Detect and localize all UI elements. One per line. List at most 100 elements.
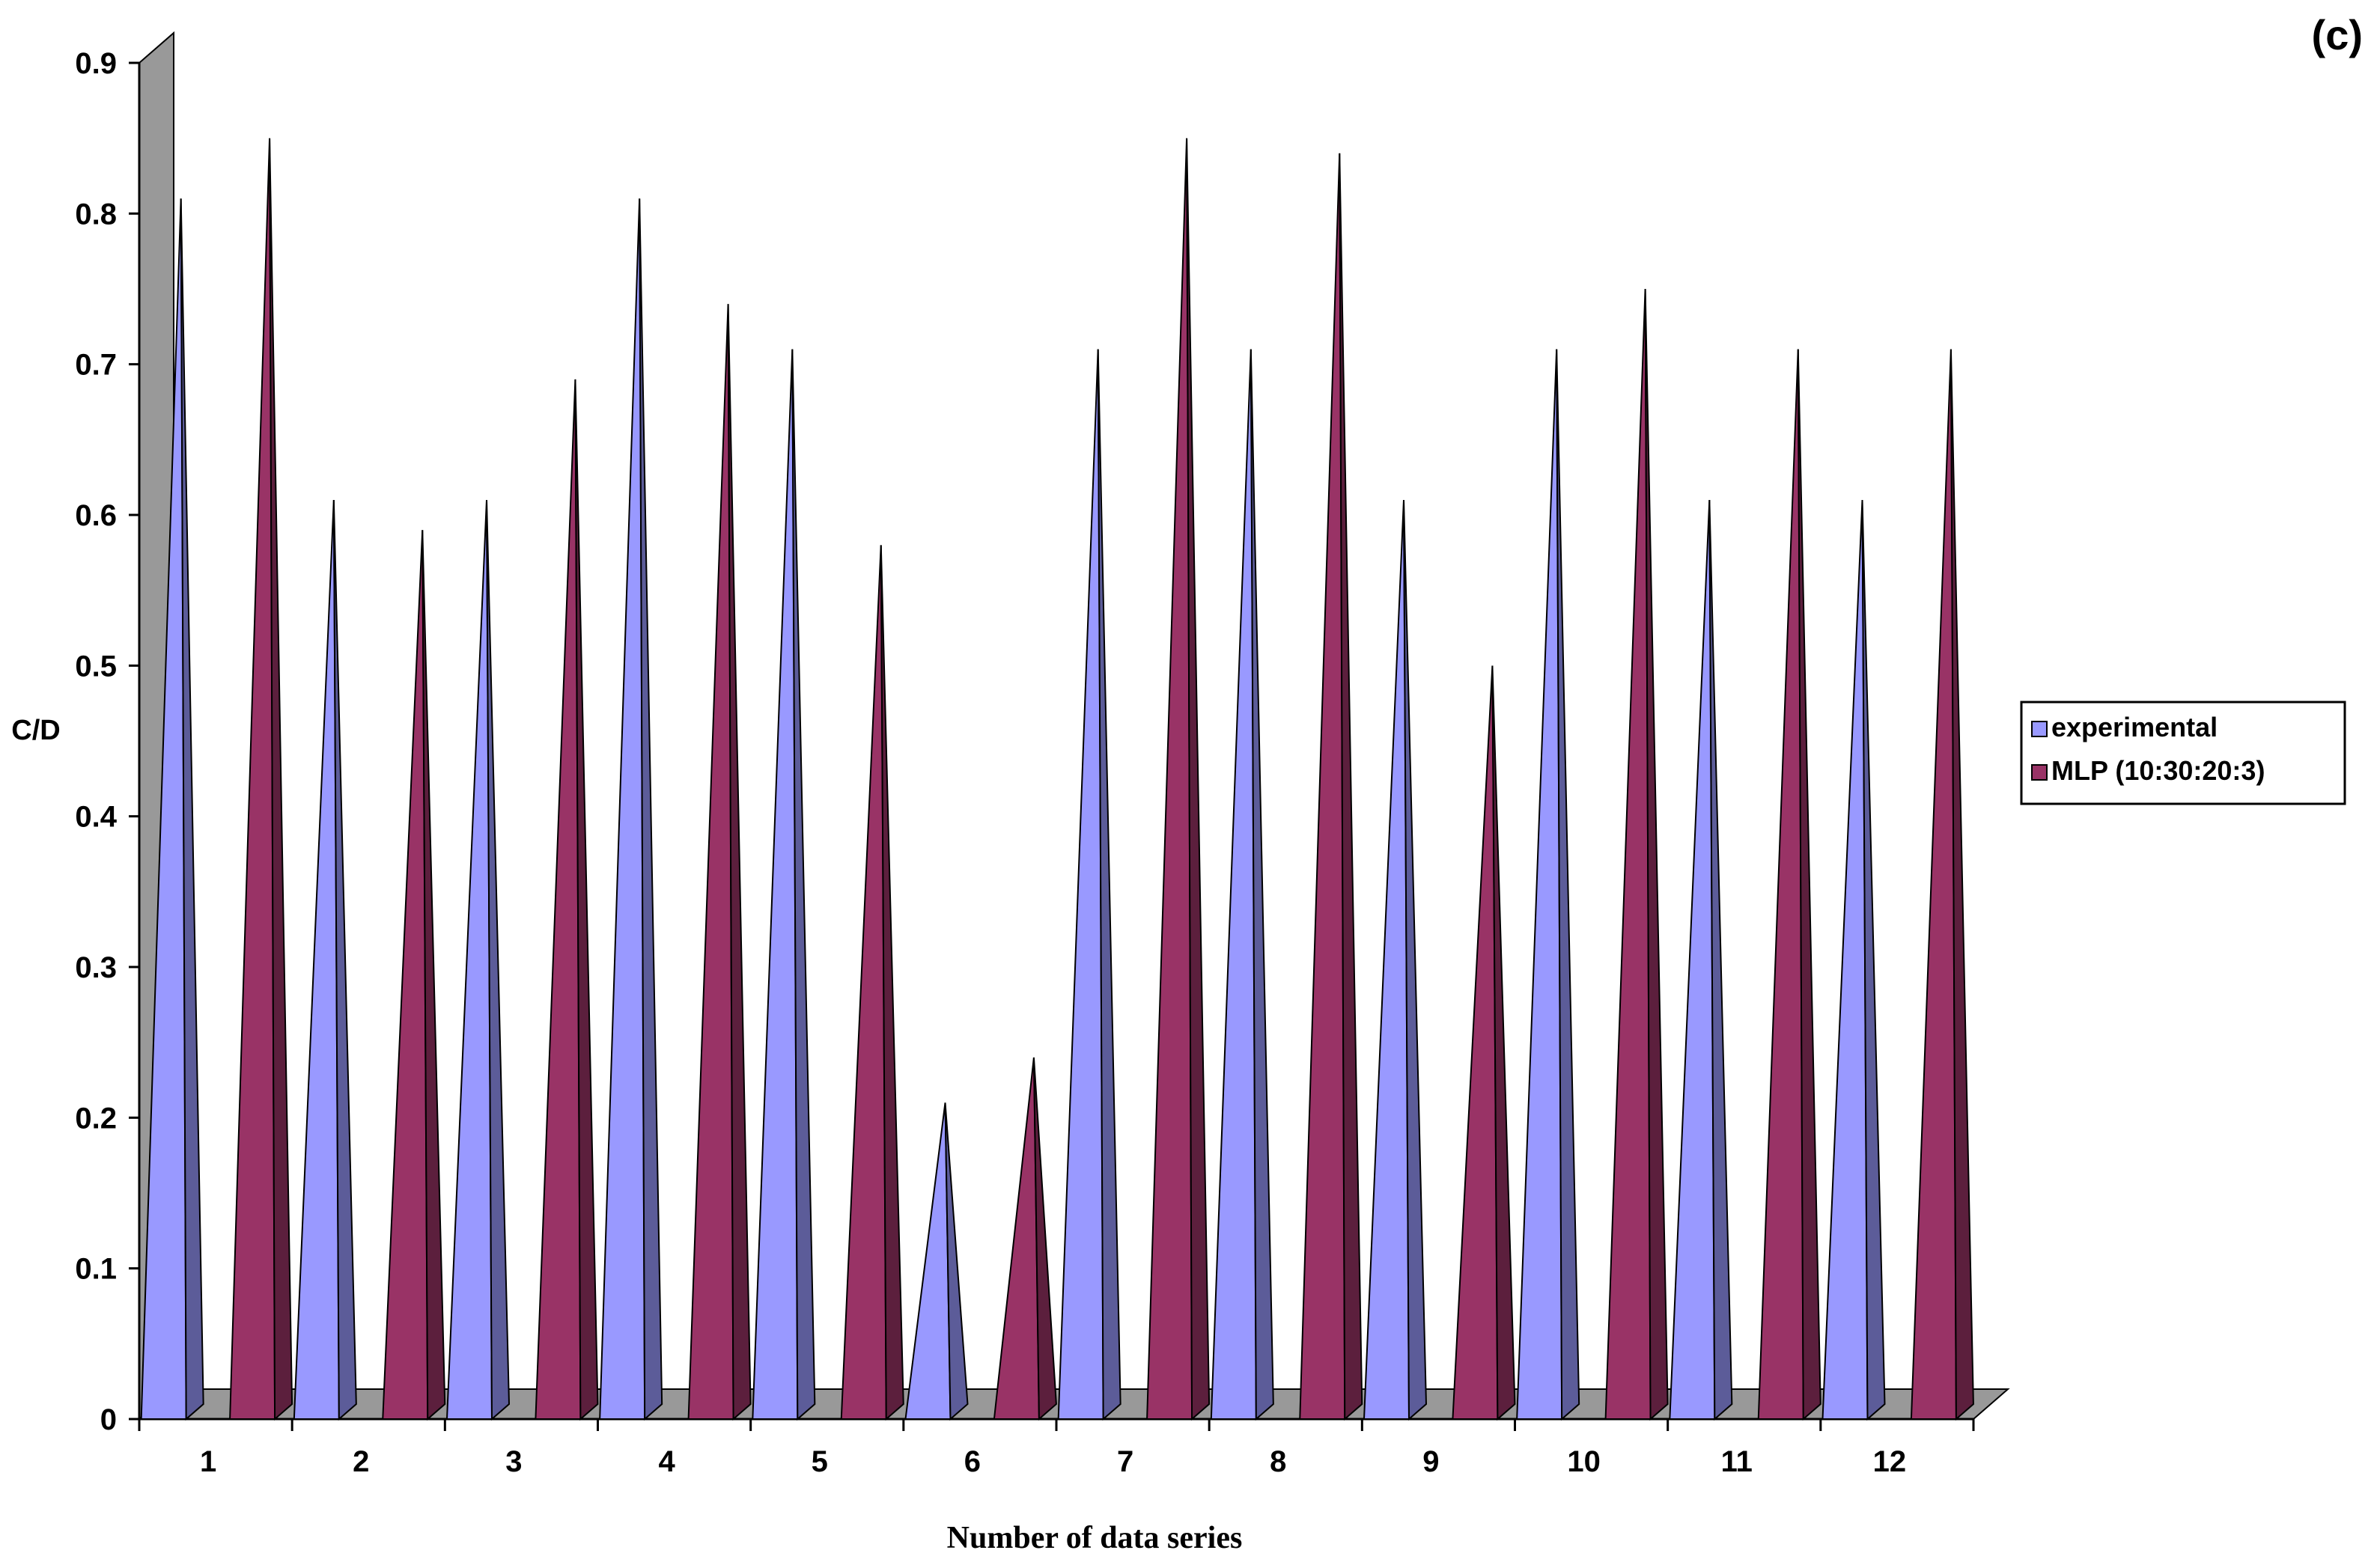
y-tick-label: 0.3 — [75, 951, 117, 984]
cone-side-face — [880, 545, 904, 1421]
cone-side-face — [639, 198, 663, 1421]
cone-side-face — [486, 499, 511, 1421]
y-tick-label: 0.4 — [75, 801, 117, 834]
y-tick-label: 0 — [100, 1403, 117, 1436]
cone-mlp-2 — [382, 530, 446, 1421]
y-tick-label: 0.5 — [75, 650, 117, 683]
cone-experimental-2 — [293, 499, 357, 1421]
x-tick-label: 7 — [1117, 1445, 1133, 1478]
cone-experimental-6 — [904, 1102, 969, 1421]
cone-front-face — [1452, 665, 1499, 1420]
cone-front-face — [1516, 349, 1563, 1420]
cone-front-face — [1757, 349, 1804, 1420]
y-tick-label: 0.7 — [75, 349, 117, 382]
cone-front-face — [1299, 153, 1346, 1420]
x-tick-label: 3 — [505, 1445, 522, 1478]
y-axis-title: C/D — [11, 715, 60, 746]
chart-marks — [140, 138, 1974, 1421]
cone-mlp-10 — [1604, 289, 1669, 1421]
cone-side-face — [1339, 153, 1363, 1421]
cone-mlp-8 — [1299, 153, 1363, 1421]
cone-mlp-1 — [229, 138, 293, 1421]
legend: experimental MLP (10:30:20:3) — [2020, 701, 2346, 805]
cone-side-face — [1950, 349, 1974, 1421]
cone-front-face — [1146, 138, 1193, 1420]
cone-mlp-5 — [840, 545, 904, 1421]
legend-entry: MLP (10:30:20:3) — [2051, 755, 2265, 786]
cone-front-face — [229, 138, 276, 1420]
chart-labels: 00.10.20.30.40.50.60.70.80.91 2 3 4 5 6 7 8 9 10 1… — [11, 11, 2363, 1555]
x-tick-label: 12 — [1873, 1445, 1907, 1478]
cone-experimental-7 — [1057, 349, 1121, 1421]
chart-axes — [129, 61, 1975, 1431]
cone-side-face — [727, 304, 752, 1421]
cone-side-face — [332, 499, 357, 1421]
legend-swatch — [2031, 764, 2048, 781]
cone-front-face — [382, 530, 429, 1420]
cone-front-face — [1821, 499, 1869, 1420]
cone-experimental-5 — [752, 349, 816, 1421]
legend-box — [2020, 701, 2346, 805]
x-tick-label: 2 — [353, 1445, 369, 1478]
cone-experimental-3 — [445, 499, 511, 1421]
legend-swatch — [2031, 721, 2048, 737]
cone-side-face — [1097, 349, 1121, 1421]
x-tick-label: 6 — [964, 1445, 981, 1478]
cone-side-face — [1861, 499, 1886, 1421]
x-tick-label: 4 — [658, 1445, 675, 1478]
x-tick-label: 10 — [1567, 1445, 1601, 1478]
cone-front-face — [904, 1102, 952, 1420]
cone-front-face — [1057, 349, 1104, 1420]
cone-side-face — [1032, 1057, 1057, 1421]
cone-front-face — [599, 198, 646, 1420]
y-tick-label: 0.9 — [75, 47, 117, 80]
cone-mlp-4 — [687, 304, 752, 1421]
cone-side-face — [1797, 349, 1821, 1421]
cone-front-face — [1669, 499, 1716, 1420]
cone-mlp-11 — [1757, 349, 1821, 1421]
cone-front-face — [687, 304, 734, 1420]
cone-side-face — [1708, 499, 1733, 1421]
cone-side-face — [1403, 499, 1428, 1421]
y-tick-label: 0.8 — [75, 198, 117, 231]
cone-side-face — [269, 138, 293, 1421]
cone-front-face — [445, 499, 493, 1420]
x-tick-label: 9 — [1422, 1445, 1439, 1478]
x-tick-label: 1 — [200, 1445, 216, 1478]
cone-experimental-10 — [1516, 349, 1580, 1421]
cone-experimental-4 — [599, 198, 663, 1421]
cone-front-face — [1604, 289, 1652, 1420]
cone-experimental-12 — [1821, 499, 1886, 1421]
panel-label: (c) — [2312, 11, 2363, 58]
cone-side-face — [791, 349, 816, 1421]
cone-front-face — [535, 379, 582, 1420]
cone-side-face — [421, 530, 446, 1421]
cone-side-face — [574, 379, 599, 1421]
cone-mlp-3 — [535, 379, 599, 1421]
cone-front-face — [993, 1057, 1040, 1420]
legend-entry: experimental — [2051, 712, 2218, 742]
cone-front-face — [752, 349, 799, 1420]
cone-front-face — [1910, 349, 1957, 1420]
cone-experimental-9 — [1363, 499, 1428, 1421]
x-tick-label: 5 — [812, 1445, 828, 1478]
x-tick-label: 8 — [1270, 1445, 1286, 1478]
y-tick-label: 0.2 — [75, 1102, 117, 1135]
cone-mlp-7 — [1146, 138, 1211, 1421]
cone-side-face — [1250, 349, 1274, 1421]
cone-experimental-1 — [140, 198, 204, 1421]
cone-mlp-6 — [993, 1057, 1057, 1421]
cone-front-face — [293, 499, 340, 1420]
cone-side-face — [180, 198, 204, 1421]
cone-mlp-9 — [1452, 665, 1516, 1421]
cone-side-face — [1644, 289, 1669, 1421]
cone-side-face — [1556, 349, 1580, 1421]
cone-side-face — [944, 1102, 969, 1421]
cone-side-face — [1491, 665, 1516, 1421]
cone-front-face — [1210, 349, 1257, 1420]
y-tick-label: 0.6 — [75, 499, 117, 532]
y-tick-label: 0.1 — [75, 1253, 117, 1286]
cone-front-face — [840, 545, 887, 1420]
x-tick-label: 11 — [1721, 1445, 1753, 1478]
